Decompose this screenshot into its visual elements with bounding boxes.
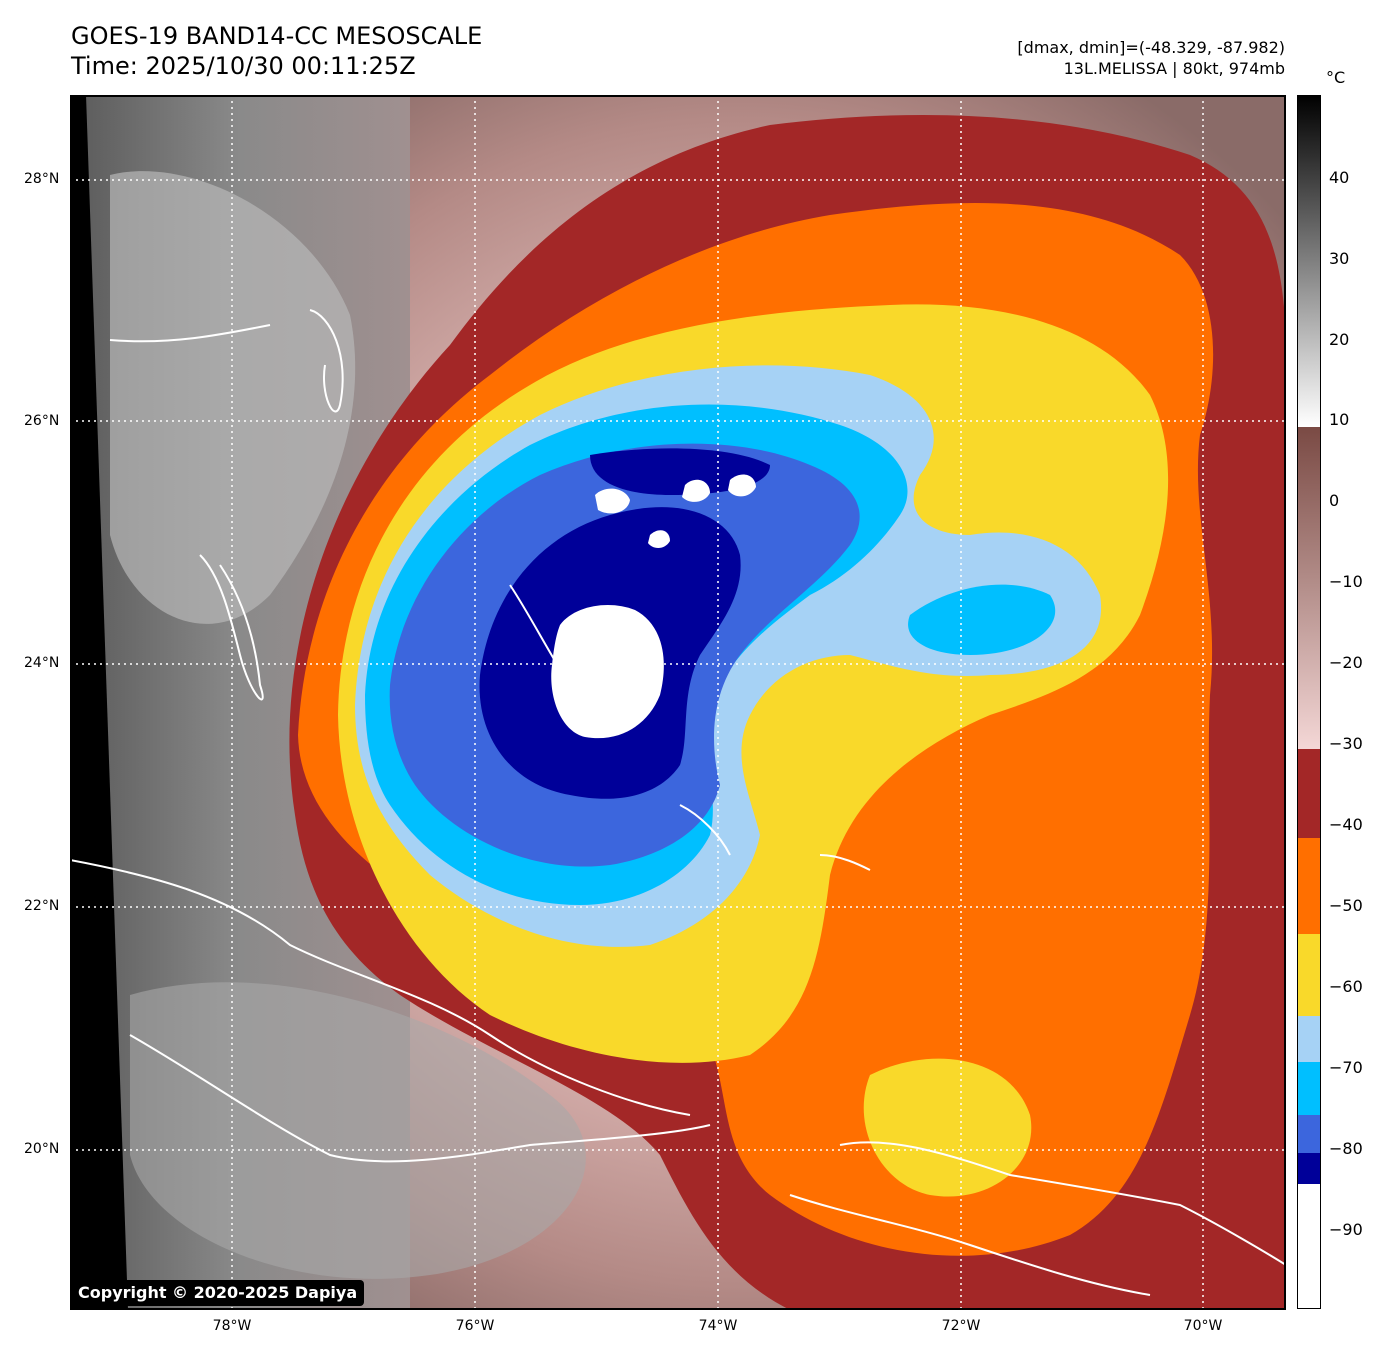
colorbar-lightblue-segment [1297, 1016, 1321, 1062]
abaco-coastline [309, 309, 344, 413]
data-range: [dmax, dmin]=(-48.329, -87.982) [1017, 38, 1285, 57]
cold-cell-4 [648, 530, 670, 548]
colorbar-navy-segment [1297, 1153, 1321, 1184]
coastlines [70, 309, 1286, 1296]
western-cloud-patch [110, 171, 356, 624]
colorbar-skyblue-segment [1297, 1062, 1321, 1115]
navy-rainband [590, 448, 770, 495]
lat-label: 20°N [24, 1141, 60, 1157]
storm-info: 13L.MELISSA | 80kt, 974mb [1063, 59, 1285, 78]
colorbar-tick-label: 0 [1329, 491, 1340, 510]
andros-island-coastline [199, 554, 264, 701]
turks-caicos-coastline [819, 854, 871, 871]
hispaniola-south-coastline [789, 1194, 1151, 1296]
cuba-south-coastline [129, 1034, 711, 1163]
colorbar-brown-segment [1297, 427, 1321, 749]
colorbar-tick-label: −10 [1329, 572, 1363, 591]
colorbar-tick-label: 10 [1329, 410, 1350, 429]
colorbar-royalblue-segment [1297, 1115, 1321, 1153]
colorbar-tick-label: −20 [1329, 653, 1363, 672]
grand-bahama-coastline [109, 324, 271, 343]
observation-time: Time: 2025/10/30 00:11:25Z [71, 52, 416, 80]
coldest-cloud-tops [551, 605, 664, 739]
lat-label: 22°N [24, 898, 60, 914]
image-edge-black-strip [70, 95, 128, 1310]
colorbar-tick-label: −60 [1329, 977, 1363, 996]
crooked-islands-coastline [679, 804, 731, 856]
eastern-sky-blue-band [908, 584, 1056, 655]
colorbar-tick-label: −30 [1329, 734, 1363, 753]
colorbar-tick-label: −40 [1329, 815, 1363, 834]
cuba-coastline [70, 859, 691, 1116]
lon-label: 70°W [1183, 1318, 1223, 1334]
cold-cell-2 [682, 479, 710, 502]
copyright-badge: Copyright © 2020-2025 Dapiya [71, 1280, 365, 1306]
lon-label: 76°W [455, 1318, 495, 1334]
lat-label: 24°N [24, 655, 60, 671]
lon-label: 72°W [941, 1318, 981, 1334]
satellite-map [70, 95, 1286, 1310]
colorbar-white-segment [1297, 1184, 1321, 1309]
map-title: GOES-19 BAND14-CC MESOSCALE [71, 22, 483, 50]
map-frame [70, 95, 1286, 1310]
colorbar-tick-label: −90 [1329, 1220, 1363, 1239]
graticule [70, 95, 1286, 1310]
colorbar-tick-label: −80 [1329, 1139, 1363, 1158]
southern-yellow-patch [863, 1058, 1032, 1197]
lat-label: 28°N [24, 171, 60, 187]
lon-label: 74°W [698, 1318, 738, 1334]
colorbar-tick-label: 40 [1329, 168, 1350, 187]
colorbar-darkred-segment [1297, 749, 1321, 838]
colorbar-tick-label: −70 [1329, 1058, 1363, 1077]
long-island-coastline [509, 584, 571, 686]
colorbar-tick-label: 30 [1329, 249, 1350, 268]
colorbar-orange-segment [1297, 838, 1321, 934]
cold-cell-3 [728, 474, 756, 497]
colorbar-yellow-segment [1297, 934, 1321, 1016]
temperature-colorbar [1297, 95, 1321, 1309]
colorbar-frame [1297, 95, 1321, 1309]
colorbar-tick-label: −50 [1329, 896, 1363, 915]
lon-label: 78°W [212, 1318, 252, 1334]
cold-cell-1 [595, 488, 630, 514]
colorbar-tick-label: 20 [1329, 330, 1350, 349]
colorbar-gray-segment [1297, 95, 1321, 427]
hispaniola-coastline [839, 1141, 1286, 1266]
lat-label: 26°N [24, 413, 60, 429]
colorbar-unit: °C [1326, 68, 1346, 87]
southwest-cloud-patch [130, 982, 586, 1279]
